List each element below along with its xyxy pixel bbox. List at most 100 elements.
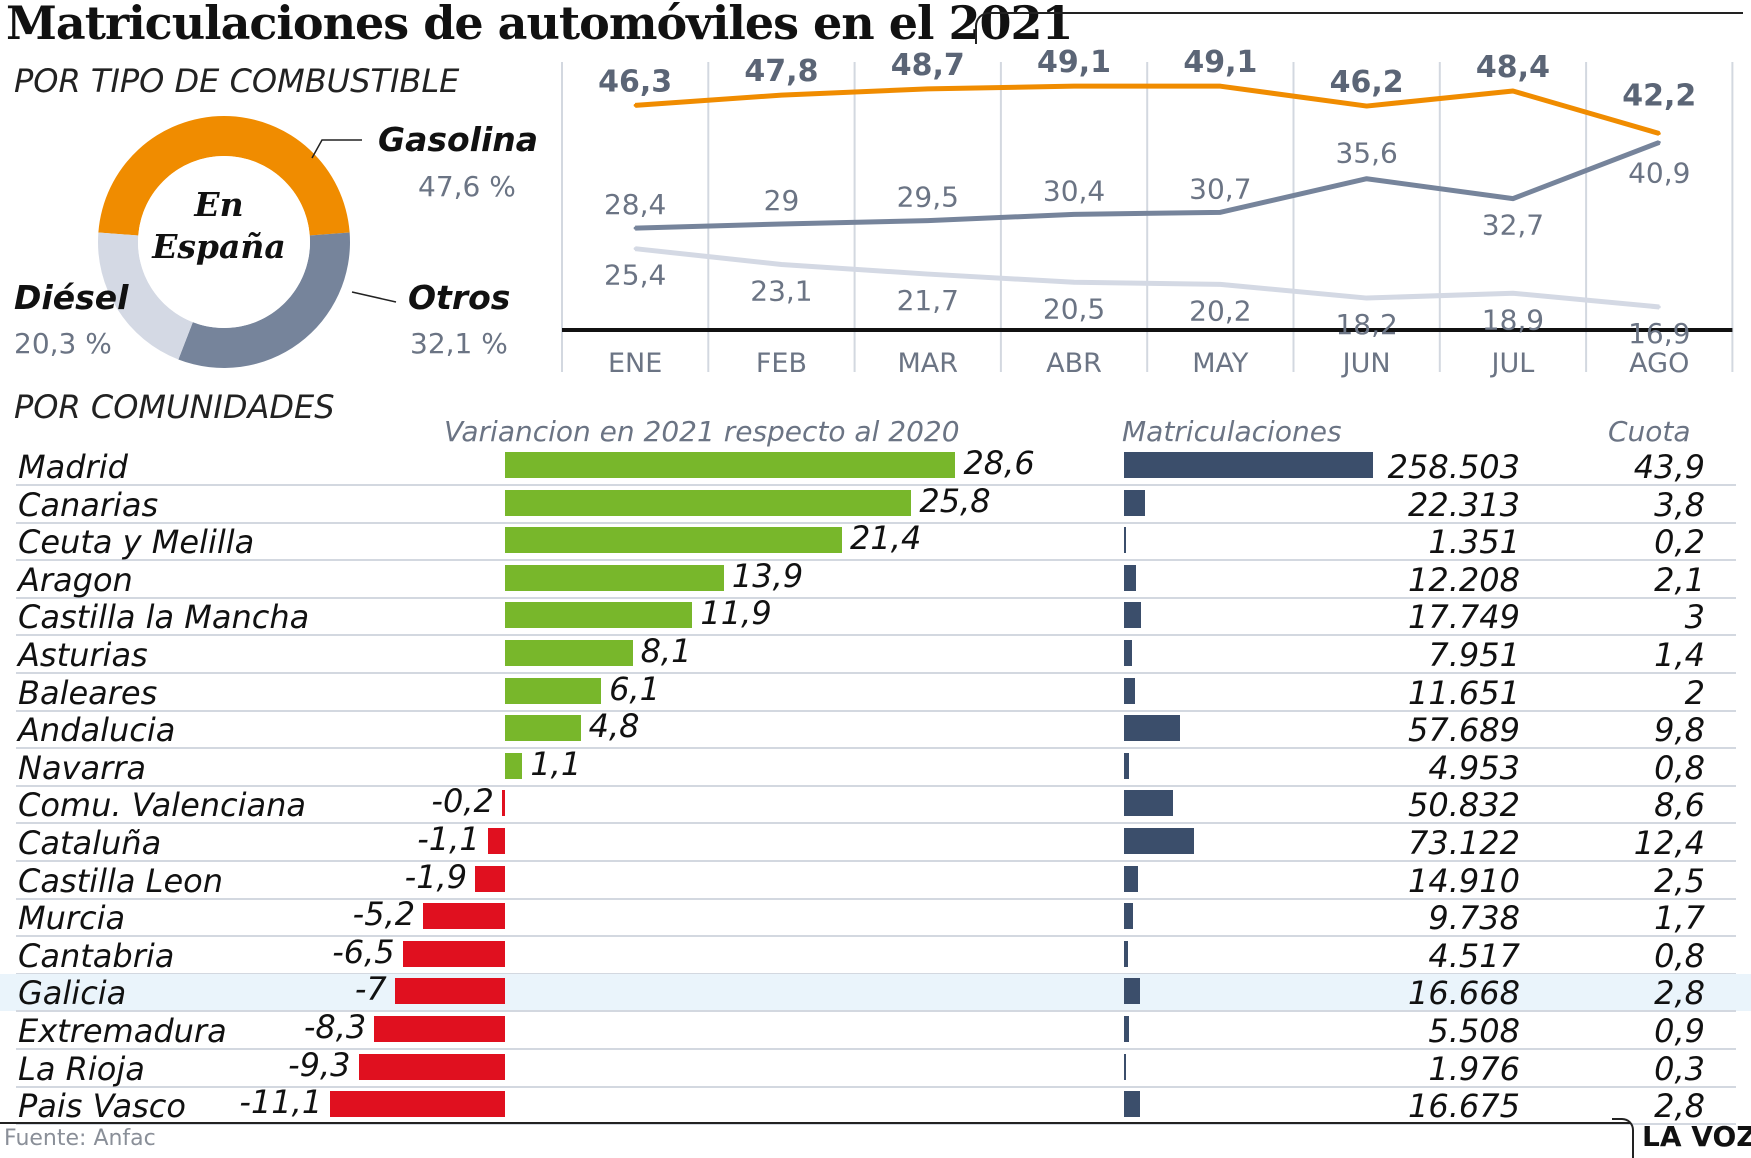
- data-label-gasolina: 49,1: [1183, 45, 1257, 80]
- row-separator: [16, 822, 1736, 825]
- row-separator: [16, 972, 1736, 975]
- row-separator: [16, 784, 1736, 787]
- variation-bar: [423, 903, 505, 930]
- share-value: 0,9: [1654, 1012, 1705, 1050]
- region-name: Cataluña: [18, 824, 162, 862]
- region-name: Comu. Valenciana: [18, 786, 307, 825]
- share-value: 12,4: [1633, 824, 1705, 862]
- title-rule: [975, 12, 1743, 44]
- variation-label: 11,9: [700, 594, 772, 633]
- row-separator: [16, 634, 1736, 637]
- variation-label: 13,9: [731, 556, 804, 595]
- series-line-gasolina: [634, 83, 1660, 136]
- data-label-gasolina: 46,3: [598, 64, 672, 99]
- variation-bar: [402, 940, 505, 967]
- series-line-diesel: [634, 246, 1660, 310]
- point-diesel: [1657, 305, 1661, 309]
- registrations-value: 57.689: [1408, 711, 1520, 750]
- registrations-bar: [1124, 640, 1132, 666]
- col-head-variation: Variancion en 2021 respecto al 2020: [444, 415, 960, 448]
- registrations-bar: [1124, 489, 1146, 516]
- variation-bar: [358, 1053, 505, 1080]
- registrations-value: 17.749: [1408, 598, 1520, 637]
- point-otros: [1365, 177, 1369, 181]
- share-value: 0,2: [1654, 523, 1705, 562]
- region-name: Asturias: [18, 636, 148, 674]
- registrations-value: 14.910: [1408, 861, 1520, 900]
- region-section-title: POR COMUNIDADES: [14, 388, 335, 426]
- variation-label: 1,1: [530, 744, 582, 783]
- variation-label: -11,1: [239, 1083, 323, 1122]
- registrations-bar: [1124, 452, 1373, 478]
- row-separator: [16, 1123, 1736, 1126]
- region-name: Murcia: [18, 899, 126, 938]
- share-value: 1,4: [1654, 636, 1705, 674]
- region-name: Galicia: [18, 974, 127, 1013]
- registrations-value: 5.508: [1428, 1012, 1520, 1050]
- registrations-value: 12.208: [1408, 560, 1520, 599]
- row-separator: [16, 935, 1736, 938]
- brand-logo: LA VOZ: [1642, 1120, 1751, 1153]
- highlight-row-bg: [0, 974, 1751, 1012]
- fuel-label-diesel: Diésel: [14, 278, 129, 317]
- variation-label: 6,1: [609, 669, 660, 708]
- donut-slice-diesel: [97, 232, 193, 360]
- point-otros: [926, 219, 930, 223]
- variation-bar: [505, 715, 581, 742]
- data-label-diesel: 23,1: [750, 274, 812, 307]
- registrations-bar: [1124, 1053, 1126, 1080]
- point-gasolina: [1657, 131, 1661, 135]
- row-separator: [16, 860, 1736, 862]
- point-diesel: [1218, 282, 1222, 286]
- donut-hole: [138, 156, 310, 328]
- point-otros: [1511, 197, 1515, 201]
- variation-bar: [505, 452, 956, 478]
- row-separator: [16, 1085, 1736, 1088]
- point-gasolina: [926, 87, 930, 91]
- donut-slice-otros: [178, 232, 351, 368]
- leader-gasolina: [311, 139, 362, 159]
- variation-label: -5,2: [352, 895, 416, 934]
- point-diesel: [926, 272, 930, 276]
- data-label-diesel: 18,2: [1335, 308, 1397, 341]
- variation-label: -8,3: [303, 1008, 367, 1046]
- point-gasolina: [1072, 84, 1076, 88]
- data-label-diesel: 21,7: [897, 284, 959, 317]
- registrations-value: 50.832: [1408, 786, 1520, 825]
- data-label-gasolina: 49,1: [1037, 45, 1111, 80]
- region-name: Extremadura: [18, 1012, 227, 1050]
- point-gasolina: [1511, 89, 1515, 93]
- row-separator: [16, 596, 1736, 599]
- variation-bar: [487, 828, 505, 854]
- data-label-diesel: 20,2: [1189, 294, 1251, 327]
- data-label-gasolina: 48,7: [891, 48, 965, 83]
- point-diesel: [1511, 291, 1515, 295]
- region-name: Aragon: [18, 560, 133, 599]
- row-separator: [16, 484, 1736, 486]
- x-tick-label: MAY: [1192, 348, 1249, 379]
- registrations-value: 258.503: [1387, 448, 1520, 486]
- region-name: Navarra: [18, 748, 147, 787]
- share-value: 2,8: [1654, 974, 1705, 1013]
- share-value: 2,5: [1654, 861, 1705, 900]
- variation-label: -1,1: [417, 820, 480, 858]
- share-value: 0,3: [1654, 1049, 1705, 1088]
- variation-bar: [505, 527, 843, 554]
- fuel-section-title: POR TIPO DE COMBUSTIBLE: [14, 62, 460, 100]
- point-gasolina: [779, 93, 783, 97]
- x-tick-label: MAR: [897, 348, 958, 379]
- variation-bar: [475, 865, 505, 892]
- region-name: Canarias: [18, 485, 159, 524]
- variation-label: -7: [354, 970, 387, 1009]
- row-separator: [16, 747, 1736, 750]
- fuel-label-gasolina: Gasolina: [378, 120, 539, 159]
- registrations-bar: [1124, 527, 1126, 554]
- region-name: La Rioja: [18, 1049, 145, 1088]
- share-value: 2: [1684, 673, 1705, 712]
- row-separator: [16, 709, 1736, 712]
- variation-bar: [505, 677, 602, 704]
- registrations-bar: [1124, 940, 1129, 967]
- share-value: 3,8: [1654, 485, 1705, 524]
- source-note: Fuente: Anfac: [4, 1126, 156, 1151]
